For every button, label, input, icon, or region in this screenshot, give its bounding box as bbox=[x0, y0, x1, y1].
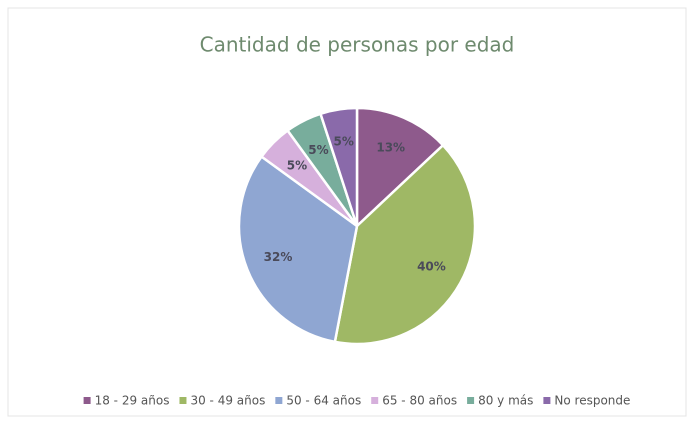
legend-swatch bbox=[467, 397, 475, 404]
legend-label: 18 - 29 años bbox=[95, 394, 170, 408]
data-label: 5% bbox=[334, 135, 354, 149]
legend-swatch bbox=[543, 397, 551, 404]
legend-swatch bbox=[371, 397, 379, 404]
legend-swatch bbox=[83, 397, 91, 404]
data-label: 40% bbox=[417, 259, 446, 273]
data-label: 5% bbox=[308, 143, 328, 157]
legend-label: 50 - 64 años bbox=[286, 394, 361, 408]
legend-label: 30 - 49 años bbox=[190, 394, 265, 408]
pie-slice bbox=[318, 106, 359, 227]
pie-slice bbox=[237, 154, 359, 344]
data-label: 13% bbox=[376, 141, 405, 155]
data-label: 32% bbox=[264, 250, 293, 264]
legend-label: No responde bbox=[554, 394, 630, 408]
legend-label: 65 - 80 años bbox=[382, 394, 457, 408]
pie-slice bbox=[355, 106, 445, 229]
legend-swatch bbox=[179, 397, 187, 404]
legend-label: 80 y más bbox=[478, 394, 533, 408]
legend-swatch bbox=[275, 397, 283, 404]
chart-title: Cantidad de personas por edad bbox=[200, 33, 515, 57]
data-label: 5% bbox=[287, 158, 307, 172]
pie-slice bbox=[333, 143, 477, 346]
